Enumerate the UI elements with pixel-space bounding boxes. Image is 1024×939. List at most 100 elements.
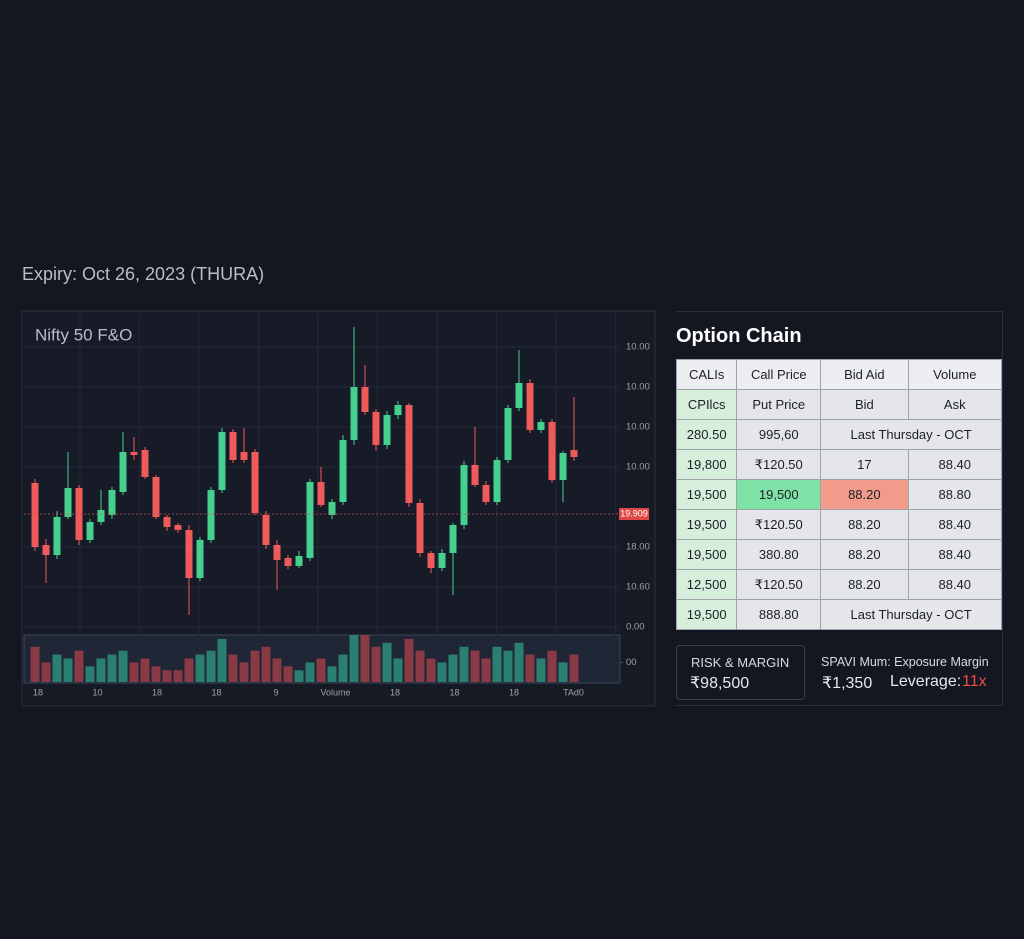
cell: ₹120.50: [736, 509, 822, 540]
candle-body: [31, 483, 39, 547]
header-cell: Call Price: [736, 359, 822, 390]
y-tick-label: 10.00: [626, 382, 650, 393]
cell: 88.20: [820, 509, 909, 540]
option-chain-title: Option Chain: [676, 325, 802, 347]
volume-bar: [107, 654, 117, 682]
candle-body: [416, 503, 424, 553]
volume-bar: [129, 662, 139, 682]
volume-tick-label: 00: [626, 657, 637, 668]
volume-bar: [371, 646, 381, 682]
risk-title: RISK & MARGIN: [691, 655, 790, 670]
cell: 88.40: [907, 509, 1003, 540]
volume-bar: [151, 666, 161, 682]
cell: 280.50: [675, 419, 738, 450]
x-tick-label: 9: [273, 687, 278, 697]
volume-bar: [327, 666, 337, 682]
candle-body: [493, 460, 501, 502]
cell: Put Price: [736, 389, 822, 420]
candle-body: [240, 452, 248, 460]
leverage-value: 11x: [962, 673, 987, 690]
cell: 19,500: [675, 509, 738, 540]
volume-bar: [316, 658, 326, 682]
candle-body: [438, 553, 446, 568]
volume-bar: [558, 662, 568, 682]
volume-bar: [173, 670, 183, 682]
y-tick-label: 10.00: [626, 462, 650, 473]
volume-bar: [305, 662, 315, 682]
cell: Bid: [820, 389, 909, 420]
volume-bar: [437, 662, 447, 682]
cell: 12,500: [675, 569, 738, 600]
cell: 19,500: [675, 479, 738, 510]
candle-body: [306, 482, 314, 558]
x-tick-label: 18: [390, 687, 400, 697]
y-tick-label: 0.00: [626, 622, 645, 633]
risk-box: [676, 645, 805, 700]
candle-body: [394, 405, 402, 415]
candle-body: [284, 558, 292, 566]
x-tick-label: Volume: [320, 687, 350, 697]
volume-bar: [338, 654, 348, 682]
candle-body: [350, 387, 358, 440]
candle-body: [317, 482, 325, 505]
volume-bar: [481, 658, 491, 682]
volume-bar: [294, 670, 304, 682]
volume-bar: [459, 646, 469, 682]
volume-bar: [492, 646, 502, 682]
candle-body: [570, 450, 578, 457]
cell: 19,500: [675, 539, 738, 570]
y-tick-label: 18.00: [626, 542, 650, 553]
candle-body: [53, 517, 61, 555]
volume-bar: [63, 658, 73, 682]
candle-body: [471, 465, 479, 485]
candle-body: [64, 488, 72, 517]
candle-body: [229, 432, 237, 460]
margin-value: ₹98,500: [690, 675, 750, 692]
volume-bar: [217, 638, 227, 682]
cell: 17: [820, 449, 909, 480]
span-value: ₹1,350: [822, 675, 873, 692]
volume-bar: [393, 658, 403, 682]
volume-bar: [470, 650, 480, 682]
candle-body: [537, 422, 545, 430]
cell: 88.20: [820, 569, 909, 600]
volume-bar: [547, 650, 557, 682]
cell: Last Thursday - OCT: [820, 419, 1002, 450]
cell: 88.40: [907, 569, 1003, 600]
cell: 19,500: [736, 479, 822, 510]
last-price-label: 19.909: [620, 508, 648, 518]
cell: 888.80: [736, 599, 822, 630]
volume-bar: [206, 650, 216, 682]
volume-bar: [74, 650, 84, 682]
x-tick-label: 18: [509, 687, 519, 697]
volume-bar: [349, 635, 359, 682]
volume-bar: [569, 654, 579, 682]
candle-body: [163, 517, 171, 527]
candle-body: [86, 522, 94, 540]
volume-bar: [503, 650, 513, 682]
x-tick-label: 18: [152, 687, 162, 697]
volume-bar: [195, 654, 205, 682]
candle-body: [295, 556, 303, 566]
candle-body: [460, 465, 468, 525]
candle-body: [515, 383, 523, 408]
y-tick-label: 10.00: [626, 422, 650, 433]
candle-body: [141, 450, 149, 477]
expiry-label: Expiry: Oct 26, 2023 (THURA): [22, 264, 265, 284]
volume-bar: [239, 662, 249, 682]
candle-body: [251, 452, 259, 513]
candle-body: [262, 515, 270, 545]
x-tick-label: 10: [92, 687, 102, 697]
candle-body: [130, 452, 138, 455]
chart-title: Nifty 50 F&O: [35, 325, 132, 344]
candle-body: [383, 415, 391, 445]
volume-bar: [118, 650, 128, 682]
volume-bar: [382, 642, 392, 682]
volume-bar: [448, 654, 458, 682]
candle-body: [526, 383, 534, 430]
candle-body: [427, 553, 435, 568]
candle-body: [339, 440, 347, 502]
candle-body: [119, 452, 127, 492]
y-tick-label: 10.60: [626, 582, 650, 593]
